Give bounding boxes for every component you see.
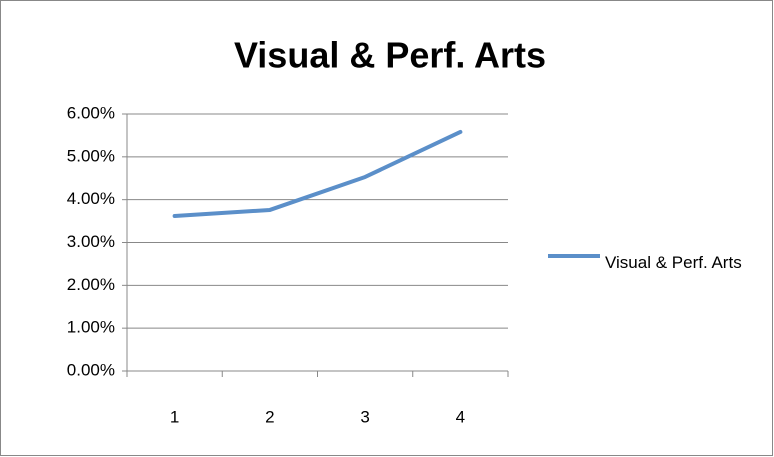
data-line: [172, 129, 463, 218]
y-tick-label: 3.00%: [67, 232, 115, 251]
legend-label: Visual & Perf. Arts: [605, 253, 742, 272]
y-tick-label: 0.00%: [67, 360, 115, 379]
x-tick-label: 3: [360, 407, 369, 426]
y-tick-label: 6.00%: [67, 103, 115, 122]
y-tick-label: 5.00%: [67, 146, 115, 165]
y-tick-label: 1.00%: [67, 318, 115, 337]
y-tick-label: 2.00%: [67, 275, 115, 294]
x-tick-label: 2: [265, 407, 274, 426]
y-tick-label: 4.00%: [67, 189, 115, 208]
x-tick-label: 4: [456, 407, 465, 426]
x-tick-label: 1: [170, 407, 179, 426]
chart-title: Visual & Perf. Arts: [234, 35, 546, 76]
